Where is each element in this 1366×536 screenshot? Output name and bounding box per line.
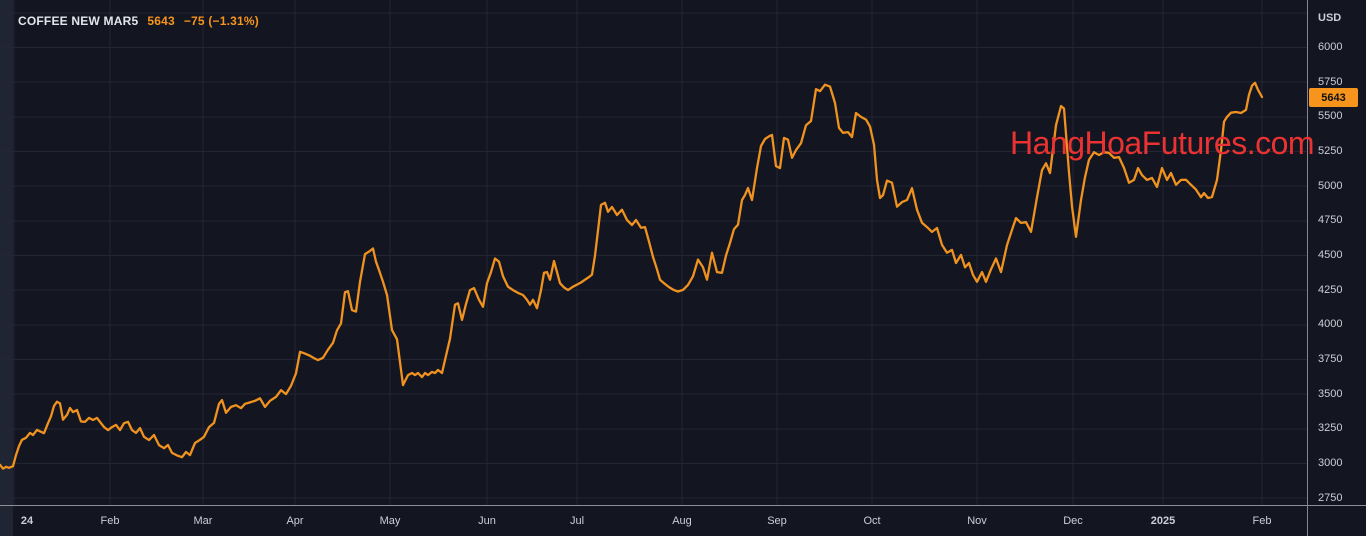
price-tick-label: 5000	[1318, 180, 1343, 192]
price-tick-label: 4750	[1318, 214, 1343, 226]
time-axis[interactable]: 24 Feb Mar Apr May Jun Jul Aug Sep Oct Nov Dec 2025 F…	[0, 505, 1307, 536]
watermark-text: HangHoaFutures.com	[1010, 125, 1315, 161]
time-axis-label: Jun	[478, 514, 496, 527]
price-tick-label: 5750	[1318, 76, 1343, 88]
time-axis-label: Dec	[1063, 514, 1083, 527]
time-axis-label: Mar	[193, 514, 213, 527]
last-price-badge: 5643	[1309, 88, 1358, 107]
time-axis-label: Feb	[100, 514, 120, 527]
price-tick-label: 3500	[1318, 388, 1343, 400]
time-axis-label: Oct	[863, 514, 881, 527]
price-axis[interactable]: USD 6000 5750 5500 5250 5000 4750 4500 4250 4000…	[1308, 0, 1366, 505]
price-change: −75 (−1.31%)	[183, 14, 259, 28]
plot-area[interactable]: HangHoaFutures.com COFFEE NEW MAR5 5643 …	[0, 0, 1315, 505]
plot-axis-separator-vertical[interactable]	[1307, 0, 1308, 536]
time-axis-label: Apr	[286, 514, 304, 527]
currency-label: USD	[1318, 12, 1342, 24]
price-tick-label: 4500	[1318, 249, 1343, 261]
time-axis-label: Sep	[767, 514, 787, 527]
price-tick-label: 3000	[1318, 457, 1343, 469]
time-axis-label: Jul	[569, 514, 585, 527]
price-tick-label: 2750	[1318, 492, 1343, 504]
symbol-header: COFFEE NEW MAR5 5643 −75 (−1.31%)	[18, 14, 259, 28]
time-axis-label: Aug	[672, 514, 692, 527]
symbol-name: COFFEE NEW MAR5	[18, 14, 139, 28]
price-tick-label: 6000	[1318, 41, 1343, 53]
price-tick-label: 4000	[1318, 318, 1343, 330]
time-axis-label: May	[379, 514, 401, 527]
left-gutter	[0, 0, 13, 536]
price-tick-label: 3750	[1318, 353, 1343, 365]
time-axis-label: 2025	[1150, 514, 1176, 527]
plot-axis-separator-horizontal	[0, 505, 1366, 506]
time-axis-label: Feb	[1252, 514, 1272, 527]
price-tick-label: 5500	[1318, 110, 1343, 122]
price-tick-label: 3250	[1318, 422, 1343, 434]
time-axis-label: 24	[20, 514, 34, 527]
time-axis-label: Nov	[967, 514, 987, 527]
price-tick-label: 5250	[1318, 145, 1343, 157]
price-tick-label: 4250	[1318, 284, 1343, 296]
price-line-chart[interactable]	[0, 0, 1307, 505]
last-price-value: 5643	[147, 14, 175, 28]
